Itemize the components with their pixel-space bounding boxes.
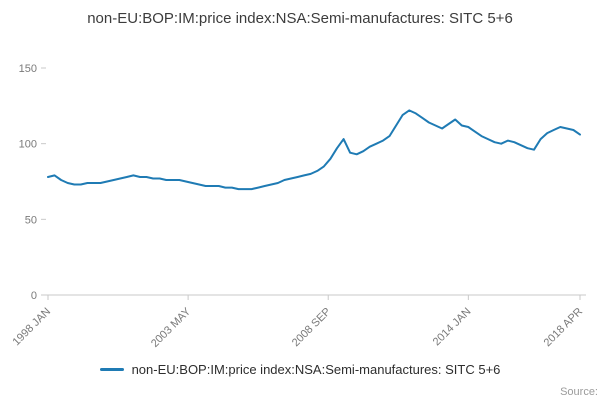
y-tick-label: 50 bbox=[25, 214, 37, 226]
chart-legend: non-EU:BOP:IM:price index:NSA:Semi-manuf… bbox=[0, 362, 600, 377]
legend-label: non-EU:BOP:IM:price index:NSA:Semi-manuf… bbox=[131, 362, 501, 377]
series-line bbox=[47, 109, 581, 191]
x-tick-label: 2003 MAY bbox=[149, 305, 194, 350]
chart-title: non-EU:BOP:IM:price index:NSA:Semi-manuf… bbox=[87, 10, 513, 27]
y-tick-label: 0 bbox=[31, 290, 37, 302]
x-tick-label: 2008 SEP bbox=[290, 306, 334, 350]
axes-group: 0 50 100 150 1998 JAN 2003 MAY 2008 SEP 2014 JA… bbox=[10, 63, 586, 350]
y-tick-label: 150 bbox=[19, 63, 37, 75]
source-label: Source: bbox=[560, 386, 598, 398]
x-tick-label: 1998 JAN bbox=[10, 306, 53, 349]
x-tick-label: 2018 APR bbox=[542, 306, 586, 350]
y-tick-label: 100 bbox=[19, 139, 37, 151]
x-tick-label: 2014 JAN bbox=[431, 306, 474, 349]
legend-line-marker bbox=[99, 368, 124, 371]
